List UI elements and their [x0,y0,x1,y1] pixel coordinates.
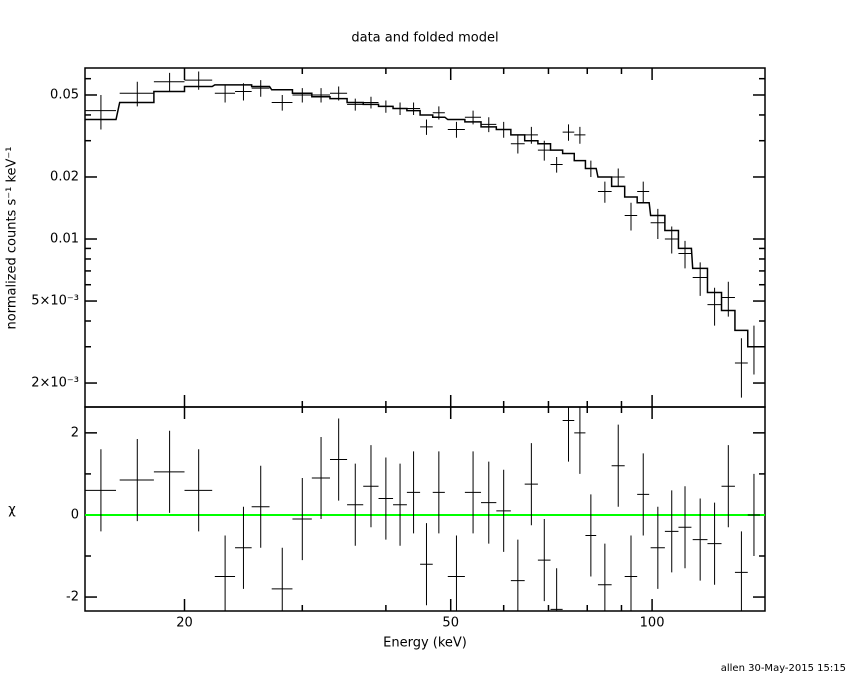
y-tick-label: 0.01 [50,232,79,247]
error-bar [550,568,563,611]
error-bar [550,157,563,173]
error-bar [420,119,433,135]
error-bar [447,121,465,138]
error-bar [251,465,270,548]
error-bar [329,418,348,501]
y-tick-label: 0.05 [50,87,79,102]
y-axis-label: normalized counts s⁻¹ keV⁻¹ [5,147,20,330]
error-bar [85,449,117,532]
error-bar [184,449,213,532]
error-bar [292,478,312,561]
error-bar [562,407,575,462]
error-bar [747,473,761,556]
error-bar [311,436,330,520]
error-bar [311,88,330,103]
error-bar [271,94,293,111]
error-bar [650,208,665,240]
error-bar [271,547,293,611]
error-bar [692,498,708,581]
error-bar [496,469,511,552]
error-bar [524,443,538,526]
error-bar [678,240,692,269]
error-bar [153,72,185,92]
error-bar [574,407,586,474]
x-tick-label: 100 [640,616,665,631]
error-bar [363,445,379,528]
error-bar [153,430,185,513]
error-bar [363,96,379,109]
error-bar [707,287,722,326]
error-bar [707,502,722,585]
error-bar [347,98,364,111]
error-bar [721,445,735,528]
y-tick-label: -2 [66,590,79,605]
error-bar [537,519,551,602]
y-axis-label: χ [8,503,16,518]
error-bar [481,461,497,544]
error-bar [637,453,650,536]
error-bar [85,94,117,130]
error-bar [214,535,236,611]
plot-frame [84,406,766,612]
error-bar [597,543,612,611]
y-tick-label: 2×10⁻³ [31,376,79,391]
error-bar [214,84,236,103]
error-bar [251,80,270,97]
error-bar [562,124,575,141]
error-bar [420,523,433,606]
error-bar [678,486,692,569]
x-tick-label: 20 [176,616,193,631]
y-tick-label: 0.02 [50,169,79,184]
error-bar [393,463,407,546]
error-bar [510,134,525,154]
error-bar [664,490,679,573]
error-bar [611,424,625,507]
error-bar [650,506,665,589]
error-bar [119,439,154,522]
error-bar [235,506,252,589]
error-bar [235,83,252,101]
error-bar [637,181,650,203]
error-bar [406,102,421,115]
y-tick-label: 0 [71,507,79,522]
error-bar [406,451,421,534]
error-bar [624,535,638,611]
model-step [85,84,761,348]
y-tick-label: 5×10⁻³ [31,294,79,309]
error-bar [447,535,465,611]
error-bar [585,494,597,577]
error-bar [734,531,748,611]
y-tick-label: 2 [71,425,79,440]
chart-title: data and folded model [351,31,498,46]
error-bar [292,88,312,103]
error-bar [432,451,445,534]
error-bar [611,168,625,187]
footer: allen 30-May-2015 15:15 [721,663,846,674]
error-bar [510,539,525,611]
error-bar [481,117,497,133]
error-bar [347,463,364,546]
error-bar [734,338,748,398]
error-bar [574,126,586,144]
error-bar [597,181,612,203]
x-axis-label: Energy (keV) [383,636,467,651]
error-bar [624,202,638,231]
error-bar [464,451,482,534]
x-tick-label: 50 [442,616,459,631]
error-bar [378,457,394,540]
